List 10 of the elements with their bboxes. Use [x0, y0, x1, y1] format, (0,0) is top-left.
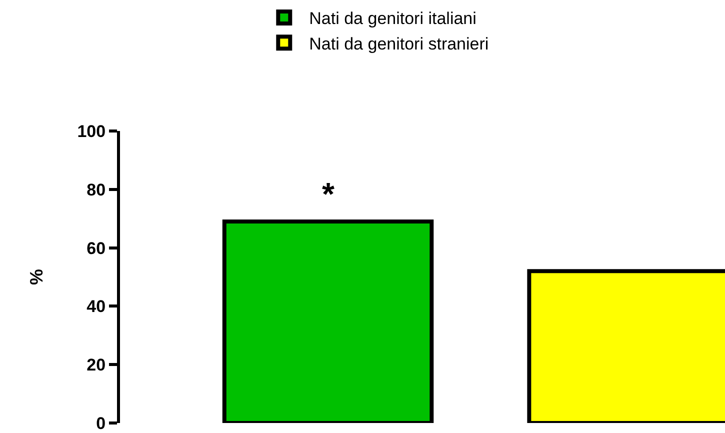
y-tick-label: 100	[77, 122, 106, 141]
y-tick-label: 80	[86, 180, 106, 200]
y-tick-label: 20	[86, 356, 106, 375]
y-tick-label: 0	[96, 414, 106, 433]
annotation: *	[322, 176, 335, 212]
y-tick-label: 40	[86, 297, 106, 316]
y-axis-title: %	[26, 268, 46, 286]
y-tick-label: 60	[86, 238, 106, 258]
legend-label: Nati da genitori stranieri	[309, 34, 489, 54]
legend-label: Nati da genitori italiani	[309, 9, 476, 28]
